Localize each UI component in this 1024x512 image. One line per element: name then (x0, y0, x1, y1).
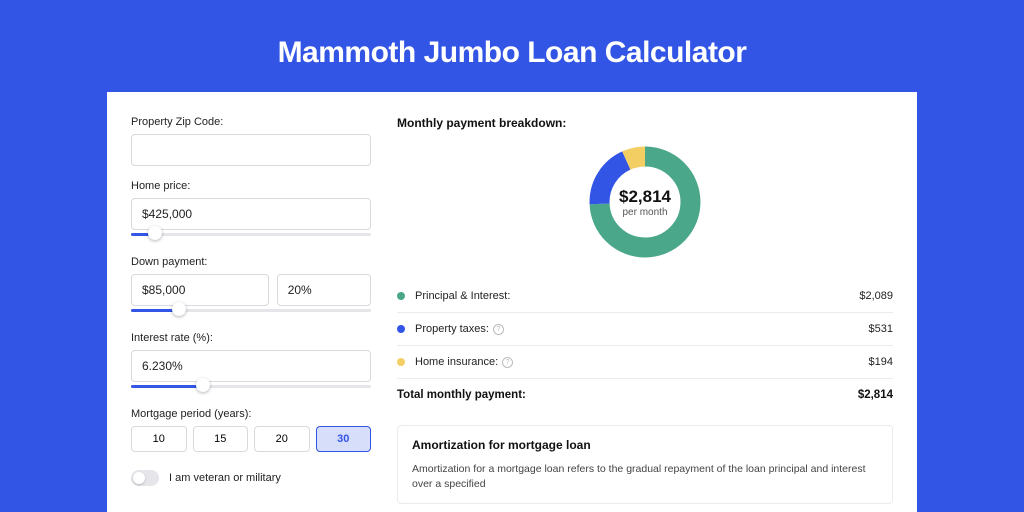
home-price-label: Home price: (131, 180, 371, 192)
breakdown-line-value: $194 (869, 356, 893, 368)
veteran-toggle[interactable] (131, 470, 159, 486)
legend-dot (397, 325, 405, 333)
breakdown-lines: Principal & Interest:$2,089Property taxe… (397, 280, 893, 378)
zip-label: Property Zip Code: (131, 116, 371, 128)
donut-chart: $2,814 per month (585, 142, 705, 262)
amortization-box: Amortization for mortgage loan Amortizat… (397, 425, 893, 504)
breakdown-line-value: $2,089 (859, 290, 893, 302)
breakdown-line: Property taxes:?$531 (397, 313, 893, 345)
down-payment-group: Down payment: (131, 256, 371, 318)
donut-center-value: $2,814 (619, 187, 671, 207)
interest-rate-group: Interest rate (%): (131, 332, 371, 394)
breakdown-panel: Monthly payment breakdown: $2,814 per mo… (397, 116, 893, 512)
legend-dot (397, 292, 405, 300)
mortgage-period-group: Mortgage period (years): 10152030 (131, 408, 371, 452)
amortization-title: Amortization for mortgage loan (412, 438, 878, 452)
breakdown-title: Monthly payment breakdown: (397, 116, 893, 130)
down-payment-slider[interactable] (131, 304, 371, 318)
total-value: $2,814 (858, 389, 893, 401)
legend-dot (397, 358, 405, 366)
down-payment-percent-input[interactable] (277, 274, 371, 306)
interest-rate-label: Interest rate (%): (131, 332, 371, 344)
breakdown-line-label: Principal & Interest: (415, 290, 859, 302)
home-price-slider[interactable] (131, 228, 371, 242)
total-line: Total monthly payment: $2,814 (397, 379, 893, 411)
total-label: Total monthly payment: (397, 389, 858, 401)
donut-center-sub: per month (622, 207, 667, 218)
calculator-card: Property Zip Code: Home price: Down paym… (107, 92, 917, 512)
breakdown-line: Principal & Interest:$2,089 (397, 280, 893, 312)
veteran-row: I am veteran or military (131, 470, 371, 486)
period-btn-10[interactable]: 10 (131, 426, 187, 452)
info-icon[interactable]: ? (493, 324, 504, 335)
breakdown-line: Home insurance:?$194 (397, 346, 893, 378)
zip-input[interactable] (131, 134, 371, 166)
breakdown-line-value: $531 (869, 323, 893, 335)
home-price-group: Home price: (131, 180, 371, 242)
period-btn-15[interactable]: 15 (193, 426, 249, 452)
veteran-label: I am veteran or military (169, 472, 281, 484)
interest-rate-input[interactable] (131, 350, 371, 382)
zip-group: Property Zip Code: (131, 116, 371, 166)
mortgage-period-options: 10152030 (131, 426, 371, 452)
info-icon[interactable]: ? (502, 357, 513, 368)
breakdown-line-label: Property taxes:? (415, 323, 869, 335)
interest-rate-slider[interactable] (131, 380, 371, 394)
period-btn-20[interactable]: 20 (254, 426, 310, 452)
page-title: Mammoth Jumbo Loan Calculator (0, 0, 1024, 92)
down-payment-label: Down payment: (131, 256, 371, 268)
home-price-input[interactable] (131, 198, 371, 230)
breakdown-line-label: Home insurance:? (415, 356, 869, 368)
down-payment-amount-input[interactable] (131, 274, 269, 306)
mortgage-period-label: Mortgage period (years): (131, 408, 371, 420)
period-btn-30[interactable]: 30 (316, 426, 372, 452)
amortization-text: Amortization for a mortgage loan refers … (412, 462, 878, 491)
form-panel: Property Zip Code: Home price: Down paym… (131, 116, 371, 512)
